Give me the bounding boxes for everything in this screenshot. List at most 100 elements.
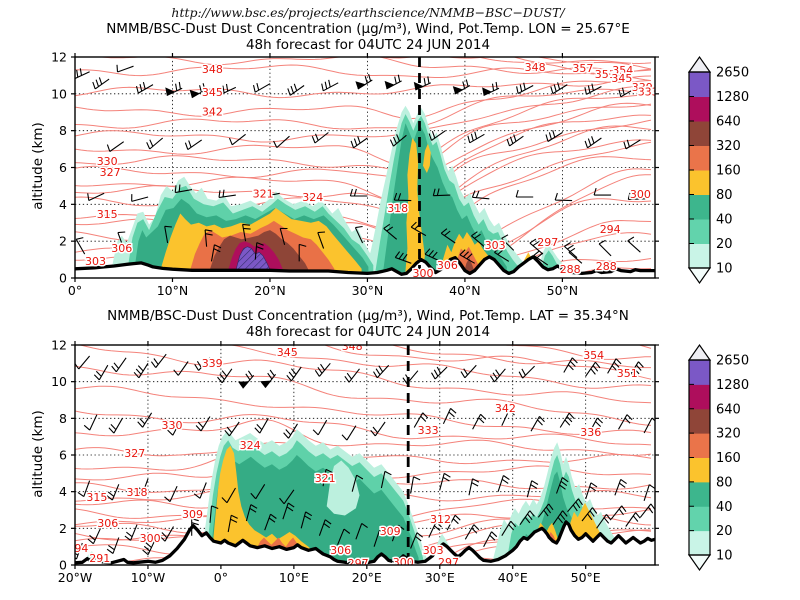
y-tick-label: 6 — [59, 160, 67, 175]
colorbar-band — [689, 433, 710, 458]
wind-barb — [501, 520, 517, 536]
wind-barb — [442, 407, 457, 425]
wind-barb — [584, 136, 602, 149]
wind-barb — [623, 139, 641, 150]
wind-barb — [459, 249, 475, 264]
wind-barb — [135, 81, 154, 94]
isoline-label: 318 — [127, 486, 148, 499]
isoline — [75, 119, 652, 205]
wind-barb — [227, 514, 238, 533]
wind-barb — [391, 524, 405, 542]
isoline-label: 321 — [253, 187, 274, 200]
x-tick-label: 20°E — [352, 570, 382, 585]
wind-barb — [607, 358, 622, 374]
isoline — [75, 385, 652, 435]
wind-barb — [501, 409, 515, 426]
colorbar-band — [689, 384, 710, 410]
isoline-label: 312 — [430, 513, 451, 526]
wind-barb — [106, 484, 120, 501]
colorbar-band — [689, 96, 710, 122]
x-tick-label: 50°E — [571, 570, 601, 585]
isoline-label: 288 — [596, 260, 617, 273]
isoline — [75, 103, 652, 172]
wind-barb — [133, 363, 149, 379]
isoline-label: 327 — [124, 447, 145, 460]
y-tick-label: 12 — [51, 50, 67, 65]
wind-barb — [460, 364, 477, 379]
wind-barb — [264, 369, 277, 389]
wind-barb — [464, 524, 480, 540]
wind-barb — [344, 368, 360, 383]
wind-barb — [228, 133, 246, 146]
isoline-label: 333 — [418, 424, 439, 437]
bottom-panel-subtitle: 48h forecast for 04UTC 24 JUN 2014 — [245, 324, 491, 340]
top-panel-subtitle: 48h forecast for 04UTC 24 JUN 2014 — [245, 37, 491, 53]
colorbar-label: 2650 — [716, 354, 749, 369]
colorbar-band — [689, 408, 710, 434]
wind-barb — [322, 468, 333, 487]
dust-region-ge80 — [212, 445, 319, 565]
wind-barb — [533, 250, 549, 266]
wind-barb — [467, 131, 485, 144]
isoline-label: 342 — [202, 105, 223, 118]
isoline-label: 330 — [97, 155, 118, 168]
wind-pennant — [260, 380, 271, 388]
colorbar-band — [689, 506, 710, 532]
colorbar-band — [689, 243, 710, 269]
isoline-label: 300 — [393, 556, 414, 569]
wind-barb — [471, 231, 485, 248]
isoline-label: 348 — [202, 63, 223, 76]
wind-barb — [242, 223, 251, 242]
wind-barb — [146, 137, 164, 150]
wind-barb — [286, 366, 302, 382]
wind-barb — [351, 474, 364, 492]
wind-barb — [164, 225, 172, 244]
colorbar-label: 10 — [716, 549, 733, 564]
wind-barb — [585, 482, 598, 500]
wind-barb — [117, 231, 126, 249]
y-tick-label: 6 — [59, 448, 67, 463]
wind-barb — [164, 485, 178, 503]
wind-barb — [625, 512, 641, 527]
wind-barb — [432, 188, 451, 197]
isoline-label: 309 — [380, 525, 401, 538]
wind-barb — [87, 528, 101, 545]
wind-barb — [218, 83, 237, 96]
wind-barb — [262, 189, 280, 198]
colorbar-label: 20 — [716, 237, 733, 252]
wind-barb — [370, 421, 386, 437]
isoline-label: 300 — [140, 532, 161, 545]
x-tick-label: 0° — [68, 283, 82, 298]
wind-barb — [439, 472, 451, 490]
isoline — [75, 64, 652, 82]
colorbar-label: 320 — [716, 427, 741, 442]
isoline-label: 339 — [632, 81, 653, 94]
isoline-label: 318 — [387, 202, 408, 215]
colorbar-label: 160 — [716, 451, 741, 466]
wind-pennant — [165, 87, 175, 96]
isoline-label: 351 — [595, 68, 616, 81]
isoline — [637, 345, 652, 349]
wind-barb — [93, 364, 109, 381]
isoline-label: 330 — [162, 419, 183, 432]
wind-barb — [131, 194, 149, 202]
wind-barb — [75, 237, 86, 255]
wind-barb — [516, 82, 534, 94]
wind-barb — [92, 77, 110, 90]
wind-barb — [311, 132, 329, 144]
colorbar-label: 40 — [716, 213, 733, 228]
colorbar-band — [689, 219, 710, 244]
wind-barb — [468, 478, 480, 496]
wind-barb — [159, 526, 174, 542]
colorbar-band — [689, 72, 710, 97]
wind-barb — [204, 229, 213, 247]
terrain-profile — [75, 520, 655, 565]
wind-pennant — [452, 86, 463, 95]
wind-barb — [254, 418, 269, 434]
colorbar-over-arrow — [687, 343, 712, 361]
wind-barb — [306, 192, 324, 201]
wind-barb — [515, 189, 534, 198]
isoline — [75, 94, 651, 166]
